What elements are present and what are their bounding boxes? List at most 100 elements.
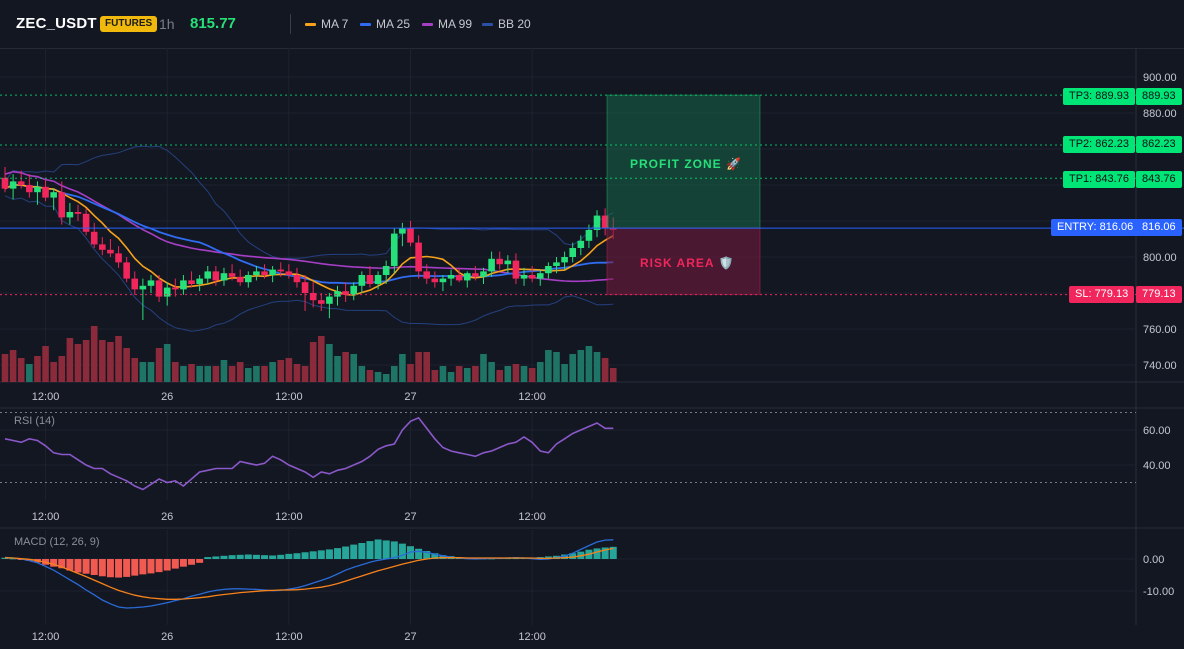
candle-body (196, 278, 203, 284)
time-tick-label: 12:00 (32, 631, 60, 643)
time-tick-label: 27 (404, 631, 416, 643)
volume-bar (58, 356, 66, 382)
macd-histogram-bar (415, 548, 423, 559)
macd-histogram-bar (569, 553, 577, 559)
macd-histogram-bar (261, 555, 269, 559)
volume-bar (326, 344, 333, 382)
volume-bar (439, 366, 447, 382)
volume-bar (50, 362, 57, 382)
symbol-label[interactable]: ZEC_USDT (16, 15, 97, 32)
legend-bb20[interactable]: BB 20 (482, 17, 531, 31)
volume-bar (204, 366, 212, 382)
macd-histogram-bar (131, 559, 139, 576)
candle-body (415, 242, 422, 272)
candle-body (545, 266, 552, 274)
volume-bar (285, 358, 293, 382)
candle-body (342, 291, 349, 295)
candle-body (317, 300, 325, 304)
candle-body (107, 249, 114, 254)
volume-bar (488, 362, 495, 382)
macd-histogram-bar (1, 557, 9, 559)
volume-bar (390, 366, 398, 382)
volume-bar (423, 352, 431, 382)
macd-histogram-bar (342, 546, 350, 559)
legend-ma7[interactable]: MA 7 (305, 17, 348, 31)
macd-histogram-bar (106, 559, 114, 578)
volume-bar (447, 372, 455, 382)
volume-bar (123, 348, 130, 382)
candle-body (536, 273, 544, 279)
tp3-label: TP3: 889.93 (1063, 88, 1135, 105)
time-tick-label: 26 (161, 631, 173, 643)
volume-bar (609, 368, 617, 382)
volume-bar (115, 336, 122, 382)
candle-body (593, 215, 601, 230)
legend-ma99[interactable]: MA 99 (422, 17, 472, 31)
macd-histogram-bar (293, 553, 301, 559)
tp1-label: TP1: 843.76 (1063, 171, 1135, 188)
macd-histogram-bar (179, 559, 187, 567)
volume-bar (334, 356, 341, 382)
volume-bar (220, 360, 228, 382)
candle-body (488, 258, 495, 272)
volume-bar (66, 338, 74, 382)
time-tick-label: 12:00 (275, 511, 303, 523)
price-tick-label: 800.00 (1143, 252, 1177, 264)
volume-bar (407, 364, 414, 382)
macd-histogram-bar (82, 559, 90, 574)
time-tick-label: 26 (161, 511, 173, 523)
candle-body (82, 213, 90, 232)
macd-histogram-bar (66, 559, 74, 571)
volume-bar (228, 366, 236, 382)
macd-histogram-bar (90, 559, 98, 575)
candle-body (269, 269, 276, 275)
volume-bar (163, 344, 171, 382)
candle-body (1, 177, 9, 189)
price-tick-label: 900.00 (1143, 72, 1177, 84)
candle-body (123, 262, 130, 279)
macd-histogram-bar (325, 549, 333, 559)
macd-histogram-bar (50, 559, 58, 567)
volume-bar (90, 326, 98, 382)
macd-histogram-bar (212, 556, 220, 559)
volume-bar (512, 364, 520, 382)
volume-bar (269, 362, 276, 382)
volume-bar (26, 364, 33, 382)
volume-bar (188, 364, 195, 382)
time-tick-label: 27 (404, 511, 416, 523)
entry-price-tag: 816.06 (1136, 219, 1182, 236)
candle-body (42, 186, 49, 198)
macd-histogram-bar (123, 559, 131, 577)
volume-bar (1, 354, 9, 382)
candle-body (528, 275, 536, 279)
volume-bar (82, 340, 90, 382)
volume-bar (545, 350, 552, 382)
rsi-tick-label: 60.00 (1143, 425, 1171, 437)
chart-header: ZEC_USDT FUTURES 1h 815.77 MA 7 MA 25 MA… (0, 0, 1184, 49)
volume-bar (593, 352, 601, 382)
candle-body (245, 275, 252, 283)
timeframe-label[interactable]: 1h (159, 16, 175, 32)
volume-bar (480, 354, 487, 382)
time-tick-label: 12:00 (275, 391, 303, 403)
volume-bar (277, 360, 285, 382)
macd-histogram-bar (115, 559, 123, 578)
volume-bar (9, 350, 17, 382)
candle-body (236, 276, 244, 283)
candle-body (390, 233, 398, 266)
macd-histogram-bar (350, 544, 358, 559)
volume-bar (585, 346, 593, 382)
legend-ma99-label: MA 99 (438, 17, 473, 31)
candle-body (74, 212, 82, 214)
volume-bar (569, 354, 576, 382)
profit-zone (606, 94, 761, 229)
macd-panel-title: MACD (12, 26, 9) (14, 536, 100, 548)
volume-bar (99, 340, 106, 382)
sl-label: SL: 779.13 (1069, 286, 1135, 303)
legend-ma7-label: MA 7 (321, 17, 349, 31)
volume-bar (196, 366, 203, 382)
macd-histogram-bar (301, 552, 309, 559)
macd-histogram-bar (431, 553, 439, 559)
legend-ma25[interactable]: MA 25 (360, 17, 410, 31)
